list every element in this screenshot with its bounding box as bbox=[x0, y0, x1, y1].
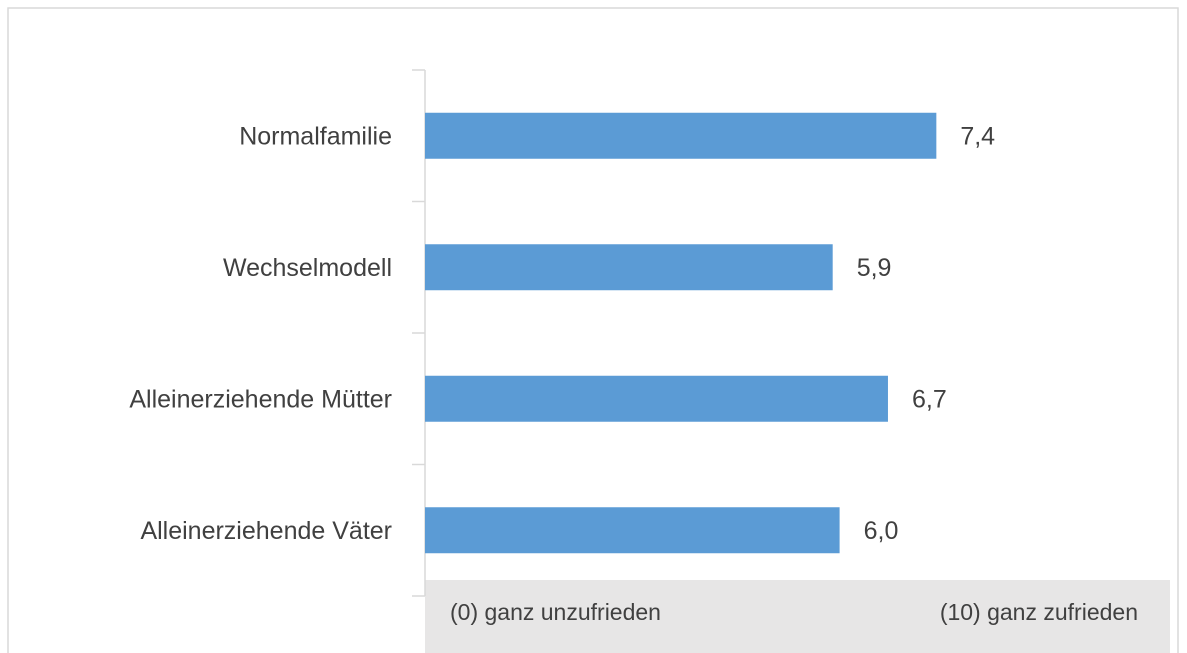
y-tick-label: Normalfamilie bbox=[239, 122, 392, 150]
bar bbox=[425, 112, 937, 159]
bar bbox=[425, 375, 888, 422]
data-label: 6,7 bbox=[912, 385, 947, 413]
data-label: 6,0 bbox=[864, 517, 899, 545]
data-label: 7,4 bbox=[960, 122, 995, 150]
y-tick-label: Alleinerziehende Väter bbox=[140, 517, 392, 545]
x-tick-label: (10) ganz zufrieden bbox=[940, 599, 1138, 625]
scale-band bbox=[425, 580, 1170, 653]
y-tick-label: Alleinerziehende Mütter bbox=[129, 385, 392, 413]
x-tick-label: (0) ganz unzufrieden bbox=[450, 599, 661, 625]
y-tick-label: Wechselmodell bbox=[223, 254, 392, 282]
chart-frame bbox=[7, 7, 1179, 653]
bar bbox=[425, 244, 833, 291]
data-label: 5,9 bbox=[857, 254, 892, 282]
bar bbox=[425, 507, 840, 554]
